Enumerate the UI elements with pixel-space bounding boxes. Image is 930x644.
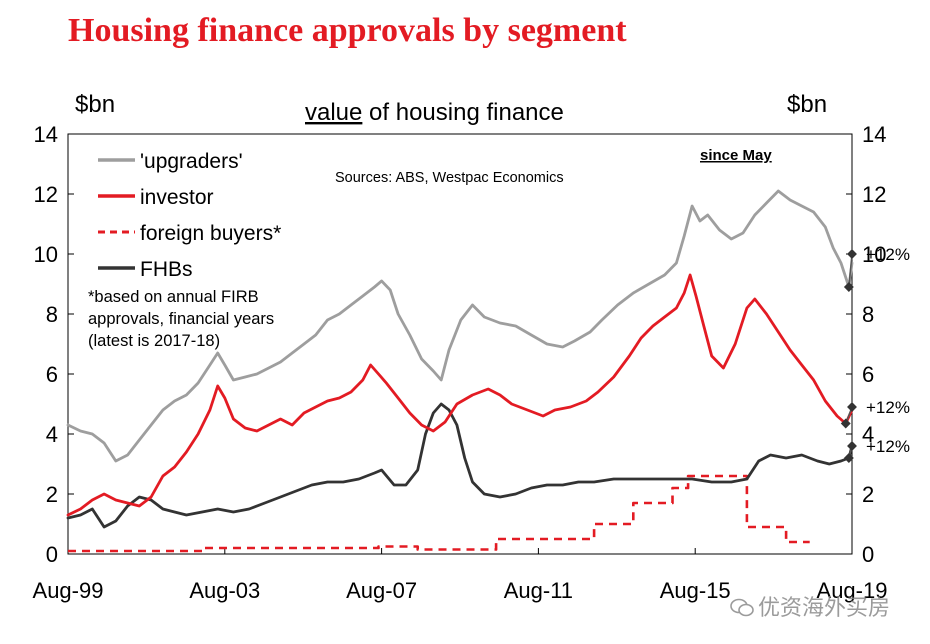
annotation-label-investor: +12% <box>866 398 910 417</box>
y-tick-label-left: 14 <box>34 122 58 147</box>
watermark-text: 优资海外买房 <box>758 595 891 620</box>
legend-label-fhb: FHBs <box>140 258 193 281</box>
y-tick-label-left: 8 <box>46 302 58 327</box>
chart-subtitle-rest: of housing finance <box>362 99 563 126</box>
source-note: Sources: ABS, Westpac Economics <box>335 170 564 186</box>
y-tick-label-left: 6 <box>46 362 58 387</box>
x-tick-label: Aug-11 <box>504 578 573 603</box>
annotation-marker-investor <box>840 418 851 429</box>
y-ticks-right: 0 2 4 6 8 10 12 14 <box>846 122 886 567</box>
footnote-line-1: *based on annual FIRB <box>88 288 259 306</box>
y-tick-label-right: 0 <box>862 542 874 567</box>
x-tick-label: Aug-03 <box>189 578 260 603</box>
y-tick-label-left: 2 <box>46 482 58 507</box>
legend-label-investor: investor <box>140 186 214 209</box>
annotation-layer: +12% +12% +12% <box>840 245 910 463</box>
annotation-label-upgraders: +12% <box>866 245 910 264</box>
x-tick-label: Aug-07 <box>346 578 417 603</box>
chart-subtitle: value of housing finance <box>305 99 564 126</box>
y-tick-label-left: 0 <box>46 542 58 567</box>
annotation-marker-upgraders <box>843 282 854 292</box>
y-tick-label-right: 14 <box>862 122 886 147</box>
footnote-line-2: approvals, financial years <box>88 310 274 328</box>
x-tick-label: Aug-19 <box>817 578 888 603</box>
annotation-marker-investor <box>847 402 857 412</box>
y-tick-label-right: 8 <box>862 302 874 327</box>
x-ticks: Aug-99 Aug-03 Aug-07 Aug-11 Aug-15 Aug-19 <box>33 548 888 603</box>
y-tick-label-left: 10 <box>34 242 58 267</box>
legend-label-foreign: foreign buyers* <box>140 222 281 245</box>
x-tick-label: Aug-15 <box>660 578 731 603</box>
since-may-label: since May <box>700 147 772 164</box>
y-tick-label-left: 4 <box>46 422 58 447</box>
annotation-marker-upgraders <box>847 249 857 259</box>
series-layer <box>66 189 854 553</box>
y-ticks-left: 0 2 4 6 8 10 12 14 <box>34 122 74 567</box>
y-tick-label-right: 2 <box>862 482 874 507</box>
y-tick-label-right: 12 <box>862 182 886 207</box>
y-unit-left: $bn <box>75 91 115 118</box>
plot-area <box>67 133 853 555</box>
annotation-connector-upgraders <box>848 253 853 288</box>
y-tick-label-right: 4 <box>862 422 874 447</box>
footnote-line-3: (latest is 2017-18) <box>88 332 220 350</box>
y-tick-label-right: 10 <box>862 242 886 267</box>
legend-label-upgraders: 'upgraders' <box>140 150 243 173</box>
series-line-upgraders <box>66 189 854 463</box>
legend: 'upgraders' investor foreign buyers* FHB… <box>98 150 281 281</box>
series-line-fhb <box>66 402 854 529</box>
series-line-foreign <box>68 474 810 553</box>
y-unit-right: $bn <box>787 91 827 118</box>
annotation-label-fhb: +12% <box>866 437 910 456</box>
y-tick-label-left: 12 <box>34 182 58 207</box>
series-line-investor <box>66 273 854 517</box>
x-tick-label: Aug-99 <box>33 578 104 603</box>
annotation-marker-fhb <box>843 453 854 463</box>
page-title: Housing finance approvals by segment <box>68 12 627 49</box>
y-tick-label-right: 6 <box>862 362 874 387</box>
watermark: 优资海外买房 <box>730 590 890 622</box>
chart-subtitle-underlined: value <box>305 99 362 126</box>
wechat-icon <box>730 598 754 617</box>
annotation-marker-fhb <box>847 441 857 451</box>
